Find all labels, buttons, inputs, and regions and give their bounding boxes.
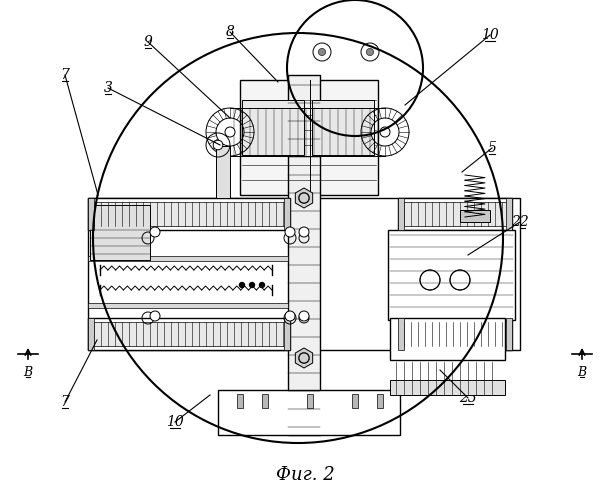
Bar — [92, 202, 286, 226]
Bar — [237, 394, 243, 408]
Bar — [402, 322, 508, 346]
Circle shape — [287, 0, 423, 136]
Bar — [460, 210, 490, 222]
Bar — [398, 318, 404, 350]
Text: Фиг. 2: Фиг. 2 — [276, 466, 334, 484]
Text: 7: 7 — [60, 395, 70, 409]
Bar — [240, 80, 378, 195]
Text: 23: 23 — [459, 391, 477, 405]
Bar — [318, 198, 520, 350]
Circle shape — [249, 282, 254, 288]
Circle shape — [225, 127, 235, 137]
Circle shape — [367, 48, 373, 56]
Bar — [284, 198, 290, 230]
Bar — [398, 198, 404, 230]
Bar — [390, 380, 505, 395]
Bar — [388, 230, 515, 320]
Text: В: В — [578, 366, 587, 378]
Bar — [352, 394, 358, 408]
Circle shape — [299, 311, 309, 321]
Bar — [312, 100, 374, 155]
Circle shape — [259, 282, 265, 288]
Bar — [284, 318, 290, 350]
Circle shape — [361, 43, 379, 61]
Bar — [88, 256, 288, 261]
Text: 10: 10 — [481, 28, 499, 42]
Bar — [506, 318, 512, 350]
Text: 22: 22 — [511, 215, 529, 229]
Bar — [398, 318, 512, 350]
Circle shape — [240, 282, 245, 288]
Bar — [88, 318, 94, 350]
Bar — [88, 303, 288, 308]
Circle shape — [318, 48, 326, 56]
Bar — [88, 318, 290, 350]
Bar — [88, 198, 290, 230]
Bar — [92, 322, 286, 346]
Bar — [390, 318, 505, 360]
Bar — [377, 394, 383, 408]
Circle shape — [150, 227, 160, 237]
Bar — [307, 394, 313, 408]
Bar — [398, 198, 512, 230]
Polygon shape — [295, 188, 313, 208]
Circle shape — [93, 33, 503, 443]
Bar — [88, 198, 94, 230]
Bar — [88, 198, 290, 350]
Circle shape — [313, 43, 331, 61]
Text: 10: 10 — [166, 415, 184, 429]
Bar — [90, 205, 150, 260]
Bar — [506, 198, 512, 230]
Bar — [242, 100, 304, 155]
Circle shape — [214, 140, 223, 150]
Bar — [402, 202, 508, 226]
Bar — [216, 146, 230, 198]
Circle shape — [380, 127, 390, 137]
Circle shape — [285, 227, 295, 237]
Circle shape — [285, 311, 295, 321]
Circle shape — [150, 311, 160, 321]
Text: 7: 7 — [60, 68, 70, 82]
Text: 3: 3 — [104, 81, 112, 95]
Text: В: В — [23, 366, 32, 378]
Bar — [288, 75, 320, 435]
Bar — [262, 394, 268, 408]
Text: 9: 9 — [143, 35, 152, 49]
Text: 5: 5 — [487, 141, 497, 155]
Text: 8: 8 — [226, 25, 234, 39]
Polygon shape — [295, 348, 313, 368]
Bar — [218, 390, 400, 435]
Circle shape — [299, 227, 309, 237]
